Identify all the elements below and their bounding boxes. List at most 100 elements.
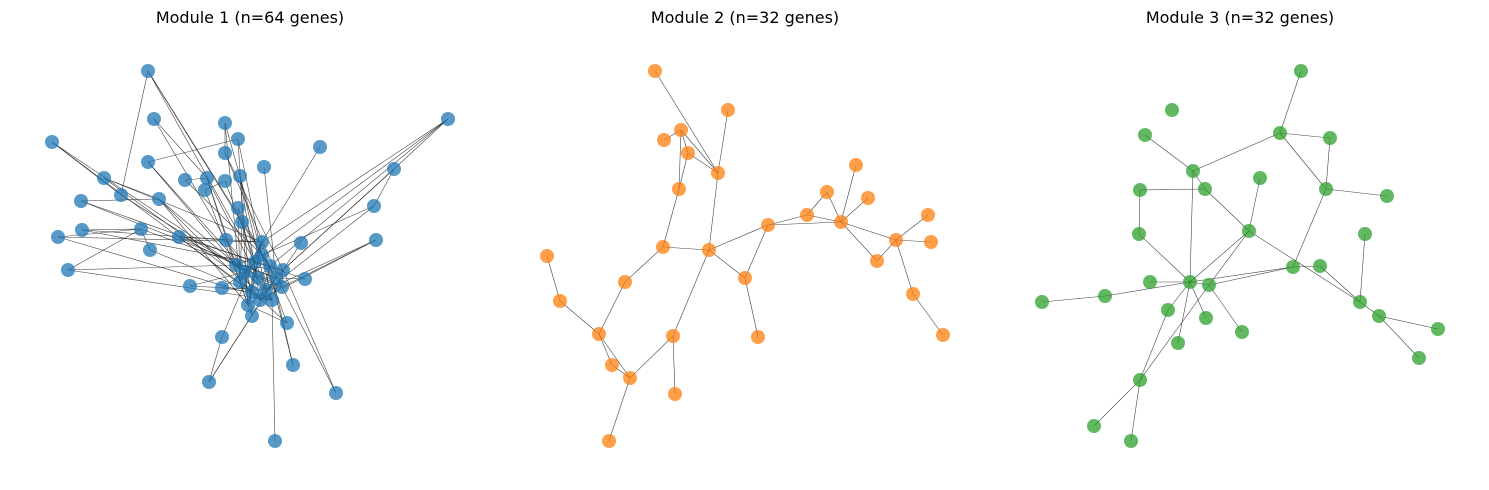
module-1-gene-node	[298, 272, 312, 286]
module-2-edge	[708, 249, 746, 279]
module-3-gene-node	[1412, 351, 1426, 365]
module-2-gene-node	[738, 271, 752, 285]
module-1-gene-node	[74, 194, 88, 208]
module-2-edge	[624, 246, 664, 283]
module-1-gene-node	[200, 171, 214, 185]
module-1-gene-node	[215, 330, 229, 344]
module-2-gene-node	[800, 208, 814, 222]
module-3-gene-node	[1198, 182, 1212, 196]
module-1-gene-node	[257, 160, 271, 174]
module-3-edge	[1319, 265, 1361, 303]
module-1-edge	[153, 118, 208, 179]
module-2-gene-node	[672, 182, 686, 196]
module-1-edge	[281, 239, 377, 288]
module-2-gene-node	[592, 327, 606, 341]
module-3-edge	[1139, 309, 1169, 381]
module-1-gene-node	[241, 298, 255, 312]
module-3-edge	[1144, 134, 1194, 172]
module-1-edge	[254, 118, 449, 263]
module-1-gene-node	[233, 275, 247, 289]
module-2-gene-node	[674, 123, 688, 137]
module-1-edge	[239, 175, 267, 291]
module-2-edge	[662, 246, 710, 251]
module-3-gene-node	[1242, 224, 1256, 238]
module-1-gene-node	[286, 358, 300, 372]
module-1-gene-node	[263, 259, 277, 273]
module-1-gene-node	[313, 140, 327, 154]
module-2-edge	[559, 300, 600, 335]
module-2-edge	[744, 224, 769, 279]
module-3-gene-node	[1171, 336, 1185, 350]
module-2-gene-node	[657, 133, 671, 147]
module-2-gene-node	[711, 166, 725, 180]
module-2-edge	[767, 221, 842, 226]
module-3-gene-node	[1183, 275, 1197, 289]
module-1-gene-node	[229, 258, 243, 272]
module-3-gene-node	[1380, 189, 1394, 203]
module-3-edge	[1378, 315, 1439, 330]
module-3-gene-node	[1133, 183, 1147, 197]
module-3-gene-node	[1273, 126, 1287, 140]
module-1-edge	[51, 141, 122, 196]
module-2-title: Module 2 (n=32 genes)	[650, 8, 840, 27]
module-1-gene-node	[253, 293, 267, 307]
module-3-gene-node	[1124, 434, 1138, 448]
module-2-edge	[546, 255, 561, 302]
module-1-edge	[282, 168, 395, 271]
module-1-gene-node	[147, 112, 161, 126]
module-1-edge	[81, 228, 142, 231]
module-3-gene-node	[1372, 309, 1386, 323]
module-1-gene-node	[202, 375, 216, 389]
module-2-gene-node	[656, 240, 670, 254]
module-3-edge	[1138, 233, 1191, 283]
module-2-gene-node	[924, 235, 938, 249]
module-1-edge	[67, 264, 237, 271]
module-3-edge	[1248, 177, 1261, 232]
module-2-edge	[708, 224, 769, 251]
module-3-edge	[1130, 379, 1141, 442]
module-1-gene-node	[183, 279, 197, 293]
module-1-gene-node	[215, 281, 229, 295]
module-2-gene-node	[861, 191, 875, 205]
module-1-gene-node	[255, 248, 269, 262]
module-2-edge	[678, 129, 682, 190]
module-2-gene-node	[721, 103, 735, 117]
module-2-gene-node	[668, 387, 682, 401]
module-3-gene-node	[1186, 164, 1200, 178]
module-1-edge	[206, 177, 237, 266]
module-2-gene-node	[906, 287, 920, 301]
module-1-gene-node	[198, 183, 212, 197]
module-2-gene-node	[602, 434, 616, 448]
module-1-gene-node	[294, 236, 308, 250]
module-3-edge	[1325, 137, 1331, 190]
module-3-gene-node	[1035, 295, 1049, 309]
module-1-gene-node	[45, 135, 59, 149]
module-2-edge	[840, 221, 897, 241]
module-1-edge	[120, 70, 149, 196]
module-3-gene-node	[1431, 322, 1445, 336]
module-1-edge	[263, 166, 277, 279]
module-3-gene-node	[1323, 131, 1337, 145]
module-1-gene-node	[114, 188, 128, 202]
module-3-edge	[1359, 233, 1366, 303]
module-2-edge	[680, 129, 719, 174]
module-1-edge	[184, 179, 263, 256]
module-1-edge	[271, 299, 276, 442]
module-2-gene-node	[702, 243, 716, 257]
module-3-edge	[1208, 230, 1250, 286]
module-3-edge	[1192, 132, 1281, 172]
module-3-gene-node	[1161, 303, 1175, 317]
module-1-gene-node	[51, 230, 65, 244]
module-1-gene-node	[275, 280, 289, 294]
module-1-title: Module 1 (n=64 genes)	[155, 8, 345, 27]
module-1-gene-node	[231, 132, 245, 146]
module-3-gene-node	[1132, 227, 1146, 241]
module-1-gene-node	[367, 199, 381, 213]
module-1-gene-node	[235, 215, 249, 229]
module-1-edge	[147, 161, 237, 266]
module-1-edge	[147, 138, 239, 163]
module-2-gene-node	[936, 328, 950, 342]
module-1-edge	[237, 138, 263, 256]
module-2-edge	[608, 377, 631, 442]
